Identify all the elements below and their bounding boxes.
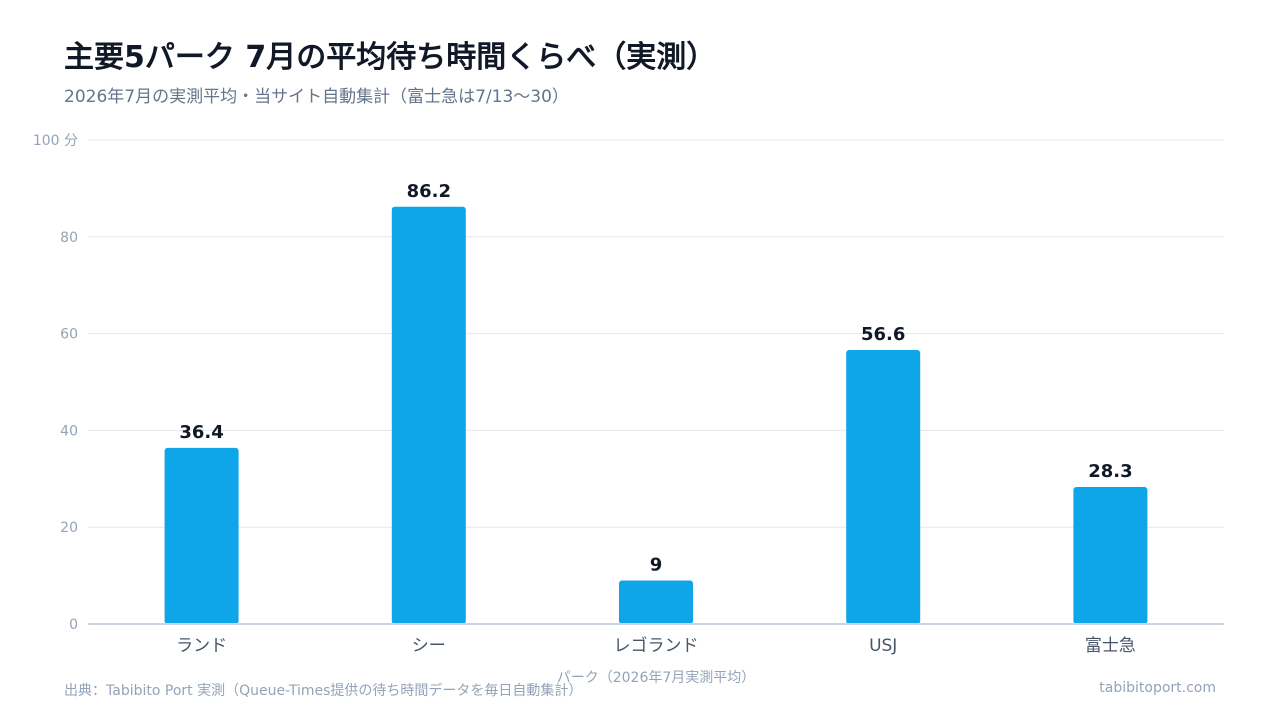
- bar: [1073, 487, 1148, 624]
- x-category-label: USJ: [869, 636, 897, 656]
- bar-value-label: 28.3: [1088, 461, 1132, 482]
- y-tick-label: 100 分: [33, 133, 78, 149]
- x-category-label: 富士急: [1085, 636, 1136, 656]
- source-note: 出典：Tabibito Port 実測（Queue-Times提供の待ち時間デー…: [64, 683, 583, 699]
- chart-subtitle: 2026年7月の実測平均・当サイト自動集計（富士急は7/13〜30）: [64, 87, 569, 107]
- x-category-label: シー: [412, 636, 446, 656]
- bar-value-label: 56.6: [861, 324, 905, 345]
- bar: [846, 350, 921, 624]
- bar-value-label: 9: [650, 554, 663, 575]
- bar-value-label: 36.4: [179, 422, 223, 443]
- y-tick-label: 40: [60, 423, 78, 439]
- bar: [164, 447, 239, 624]
- x-axis-title: パーク（2026年7月実測平均）: [557, 670, 756, 686]
- site-credit: tabibitoport.com: [1099, 680, 1216, 696]
- x-category-label: レゴランド: [614, 635, 699, 656]
- chart-title: 主要5パーク 7月の平均待ち時間くらべ（実測）: [64, 40, 717, 75]
- x-category-label: ランド: [176, 636, 227, 656]
- y-tick-label: 0: [69, 617, 78, 633]
- bar: [391, 206, 466, 625]
- y-tick-label: 20: [60, 520, 78, 536]
- bar: [619, 580, 693, 624]
- bar-value-label: 86.2: [407, 181, 451, 202]
- y-tick-label: 80: [60, 230, 78, 246]
- y-tick-label: 60: [60, 327, 78, 343]
